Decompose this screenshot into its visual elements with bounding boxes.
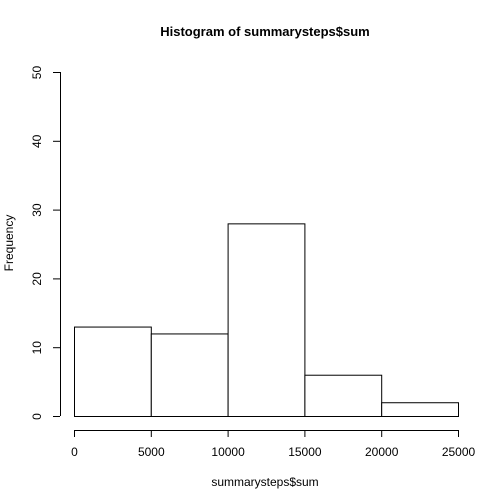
- x-tick-label: 0: [71, 445, 78, 459]
- histogram-bar: [304, 374, 383, 417]
- x-tick-label: 25000: [442, 445, 476, 459]
- y-axis: 0 10 20 30 40 50: [30, 66, 61, 420]
- histogram-bar: [227, 223, 306, 417]
- histogram-bar: [150, 333, 229, 417]
- histogram-bar: [381, 402, 460, 417]
- bars-group: [74, 223, 460, 417]
- y-tick-label: 50: [30, 66, 44, 80]
- chart-title: Histogram of summarysteps$sum: [160, 24, 370, 39]
- histogram-bar: [74, 326, 152, 417]
- x-axis-label: summarysteps$sum: [211, 475, 318, 489]
- x-tick-label: 5000: [138, 445, 165, 459]
- y-tick-label: 20: [30, 272, 44, 286]
- y-tick-label: 10: [30, 341, 44, 355]
- y-tick-label: 40: [30, 134, 44, 148]
- x-tick-label: 20000: [365, 445, 399, 459]
- x-axis: 0 5000 10000 15000 20000 25000: [71, 430, 476, 459]
- y-tick-label: 0: [30, 413, 44, 420]
- y-axis-label: Frequency: [2, 215, 16, 272]
- x-tick-label: 10000: [211, 445, 245, 459]
- x-tick-label: 15000: [288, 445, 322, 459]
- y-tick-label: 30: [30, 203, 44, 217]
